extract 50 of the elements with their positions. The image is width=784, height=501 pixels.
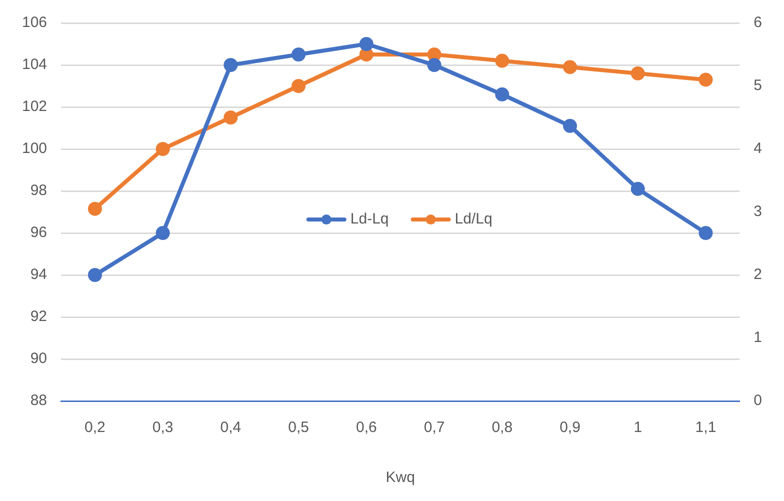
point [359,37,374,51]
y2-tick-label: 3 [754,203,762,220]
y-tick-label: 104 [22,56,48,74]
y2-tick-label: 4 [754,140,762,158]
point [563,60,577,74]
legend-label: Ld-Lq [350,210,389,228]
x-tick-label: 0,5 [288,419,309,436]
y-tick-label: 102 [22,98,48,116]
y-tick-label: 92 [30,308,48,326]
point [292,48,306,62]
point [224,110,238,124]
point [224,58,238,72]
point [156,142,170,156]
point [427,58,442,72]
y2-tick-label: 1 [754,329,762,346]
point [359,48,374,62]
point [88,268,102,282]
y-tick-label: 98 [30,182,48,200]
y2-tick-label: 0 [754,392,762,410]
x-tick-label: 0,6 [356,419,377,436]
x-tick-label: 0,9 [560,419,580,436]
point [495,87,510,102]
point [427,48,442,62]
point [698,226,713,240]
y-tick-label: 100 [22,140,48,158]
y-tick-label: 106 [22,14,48,32]
point [156,226,170,240]
x-tick-label: 0,3 [152,419,174,436]
x-tick-label: 0,8 [492,419,513,436]
y-tick-label: 88 [30,392,48,410]
point [698,72,713,87]
point [630,182,645,196]
y-tick-label: 90 [30,350,48,368]
point [88,202,102,216]
x-tick-label: 0,7 [424,419,445,436]
y-tick-label: 96 [30,224,48,242]
y2-tick-label: 5 [754,77,762,94]
point [292,79,306,93]
point [630,66,645,80]
x-tick-label: 0,4 [220,419,242,436]
y2-tick-label: 6 [754,14,762,32]
y-tick-label: 94 [30,266,48,284]
x-tick-label: 0,2 [84,419,106,436]
legend-label: Ld/Lq [454,210,492,228]
x-axis-title: Kwq [386,469,415,486]
x-tick-label: 1,1 [695,419,716,436]
point [495,54,510,68]
y2-tick-label: 2 [754,266,762,284]
x-tick-label: 1 [634,419,642,436]
point [563,118,577,133]
